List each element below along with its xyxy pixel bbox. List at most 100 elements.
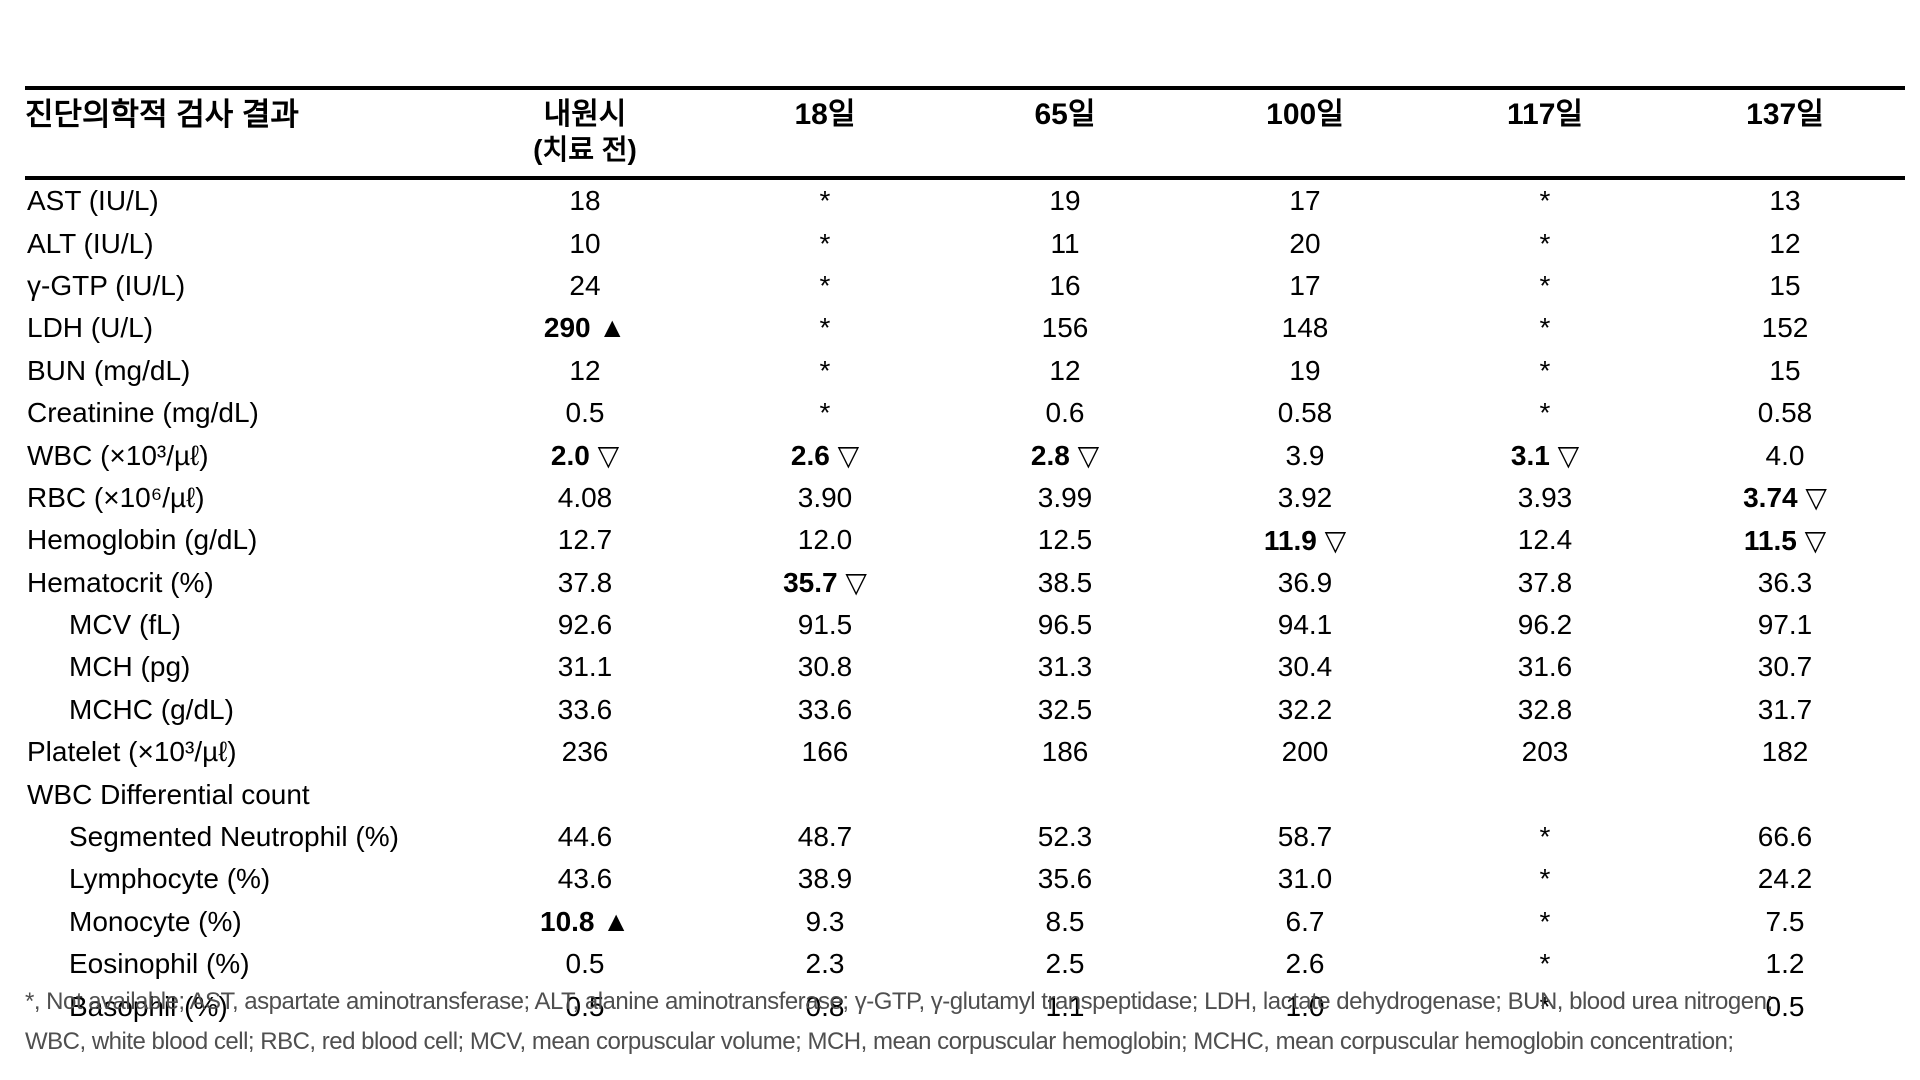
table-body: AST (IU/L) 18 * 19 17 * 13 ALT (IU/L) 10 * 11 20 * 12… — [25, 178, 1905, 1028]
footnote-line-1: *, Not available; AST, aspartate aminotr… — [25, 988, 1773, 1015]
value-cell: 0.6 — [1045, 397, 1085, 429]
value-cell: 24.2 — [1757, 863, 1813, 895]
value-cell: 2.6 — [1285, 948, 1325, 980]
value-cell: 48.7 — [797, 821, 853, 853]
value-cell — [1185, 773, 1425, 815]
value-cell: 148 — [1281, 312, 1329, 344]
value-cell: 12 — [1049, 354, 1081, 386]
value-cell: 290 ▲ — [543, 312, 627, 344]
value-cell: 236 — [561, 736, 609, 768]
value-cell: 156 — [1041, 312, 1089, 344]
value-cell: 3.1 ▽ — [1510, 440, 1580, 472]
value-cell: * — [1539, 185, 1551, 217]
value-cell: 0.58 — [1757, 397, 1813, 429]
value-cell: * — [1539, 905, 1551, 937]
table-footnote: *, Not available; AST, aspartate aminotr… — [25, 982, 1915, 1062]
table-row: Eosinophil (%) 0.5 2.3 2.5 2.6 * 1.2 — [25, 943, 1905, 985]
value-cell: 31.1 — [557, 651, 613, 683]
value-cell: 2.6 ▽ — [790, 440, 860, 472]
value-cell: 152 — [1761, 312, 1809, 344]
value-cell: 12 — [1769, 227, 1801, 259]
value-cell: 17 — [1289, 269, 1321, 301]
value-cell: 2.0 ▽ — [550, 440, 620, 472]
value-cell: 3.74 ▽ — [1743, 482, 1827, 514]
value-cell: 97.1 — [1757, 609, 1813, 641]
value-cell: 37.8 — [557, 566, 613, 598]
column-header-day65: 65일 — [945, 86, 1185, 180]
value-cell: * — [1539, 269, 1551, 301]
value-cell: 16 — [1049, 269, 1081, 301]
value-cell: 30.4 — [1277, 651, 1333, 683]
value-cell: 3.99 — [1037, 481, 1093, 513]
footnote-line-2: WBC, white blood cell; RBC, red blood ce… — [25, 1028, 1734, 1055]
value-cell: * — [1539, 990, 1551, 1022]
value-cell: 18 — [569, 185, 601, 217]
value-cell: * — [1539, 312, 1551, 344]
value-cell: 43.6 — [557, 863, 613, 895]
row-label: Basophil (%) — [69, 990, 228, 1022]
column-header-day117: 117일 — [1425, 86, 1665, 180]
row-label: BUN (mg/dL) — [27, 354, 191, 386]
value-cell: 8.5 — [1045, 905, 1085, 937]
value-cell: 31.7 — [1757, 693, 1813, 725]
table-row: LDH (U/L) 290 ▲ * 156 148 * 152 — [25, 307, 1905, 349]
table-row: MCV (fL) 92.6 91.5 96.5 94.1 96.2 97.1 — [25, 604, 1905, 646]
table-row: BUN (mg/dL) 12 * 12 19 * 15 — [25, 350, 1905, 392]
value-cell: 36.3 — [1757, 566, 1813, 598]
value-cell: 10.8 ▲ — [540, 905, 630, 937]
value-cell: 11.9 ▽ — [1263, 524, 1347, 556]
value-cell: 1.1 — [1045, 990, 1085, 1022]
value-cell: 33.6 — [797, 693, 853, 725]
row-label: Segmented Neutrophil (%) — [69, 821, 399, 853]
value-cell: 36.9 — [1277, 566, 1333, 598]
value-cell: 33.6 — [557, 693, 613, 725]
table-title-cell: 진단의학적 검사 결과 — [25, 86, 465, 180]
table-row: Hematocrit (%) 37.8 35.7 ▽ 38.5 36.9 37.8 36.3 — [25, 562, 1905, 604]
value-cell: 58.7 — [1277, 821, 1333, 853]
value-cell: * — [819, 397, 831, 429]
row-label: γ-GTP (IU/L) — [27, 269, 186, 301]
value-cell: * — [1539, 863, 1551, 895]
row-label: Creatinine (mg/dL) — [27, 397, 259, 429]
row-label: ALT (IU/L) — [27, 227, 154, 259]
row-label: WBC (×10³/µℓ) — [27, 439, 209, 471]
value-cell: 31.0 — [1277, 863, 1333, 895]
value-cell: 32.5 — [1037, 693, 1093, 725]
value-cell: 2.5 — [1045, 948, 1085, 980]
value-cell: 52.3 — [1037, 821, 1093, 853]
value-cell: 3.93 — [1517, 481, 1573, 513]
value-cell: 38.9 — [797, 863, 853, 895]
table-header: 진단의학적 검사 결과 내원시 (치료 전) 18일 65일 100일 117일 — [25, 86, 1905, 180]
value-cell: * — [819, 269, 831, 301]
value-cell: 186 — [1041, 736, 1089, 768]
row-label: Platelet (×10³/µℓ) — [27, 736, 237, 768]
value-cell: * — [819, 185, 831, 217]
value-cell: 96.5 — [1037, 609, 1093, 641]
value-cell: 0.8 — [805, 990, 845, 1022]
value-cell: 94.1 — [1277, 609, 1333, 641]
value-cell: 3.9 — [1285, 439, 1325, 471]
value-cell: 11.5 ▽ — [1743, 524, 1827, 556]
value-cell: * — [1539, 354, 1551, 386]
value-cell: 31.3 — [1037, 651, 1093, 683]
value-cell: 2.8 ▽ — [1030, 440, 1100, 472]
value-cell: 91.5 — [797, 609, 853, 641]
value-cell: 13 — [1769, 185, 1801, 217]
row-label: Monocyte (%) — [69, 905, 242, 937]
value-cell: 3.90 — [797, 481, 853, 513]
value-cell: 4.08 — [557, 481, 613, 513]
value-cell: * — [1539, 397, 1551, 429]
value-cell: 12.0 — [797, 524, 853, 556]
table-title: 진단의학적 검사 결과 — [25, 97, 299, 132]
value-cell: 1.0 — [1285, 990, 1325, 1022]
table-row: RBC (×10⁶/µℓ) 4.08 3.90 3.99 3.92 3.93 3.74 ▽ — [25, 477, 1905, 519]
value-cell: * — [819, 354, 831, 386]
row-label: RBC (×10⁶/µℓ) — [27, 481, 205, 513]
section-label: WBC Differential count — [27, 778, 310, 810]
table-row: Creatinine (mg/dL) 0.5 * 0.6 0.58 * 0.58 — [25, 392, 1905, 434]
value-cell: 0.5 — [565, 948, 605, 980]
value-cell: 32.8 — [1517, 693, 1573, 725]
value-cell: * — [819, 227, 831, 259]
value-cell: 12.5 — [1037, 524, 1093, 556]
